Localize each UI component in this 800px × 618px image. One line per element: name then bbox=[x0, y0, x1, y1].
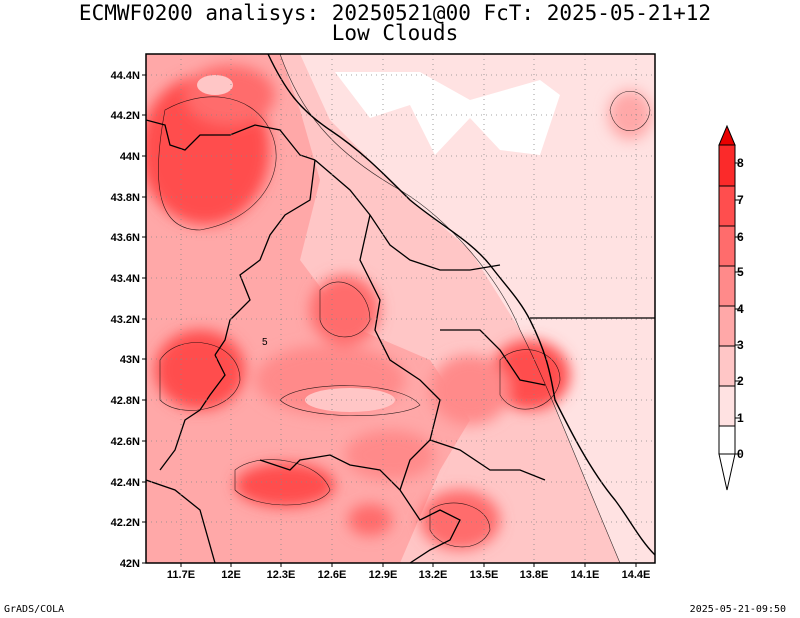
lat-tick-label: 42.6N bbox=[111, 436, 140, 448]
colorbar-swatch bbox=[718, 225, 736, 267]
lat-tick-label: 42.2N bbox=[111, 517, 140, 529]
lon-tick-label: 12.9E bbox=[369, 569, 398, 581]
colorbar-swatch bbox=[718, 425, 736, 455]
lon-tick-label: 12.6E bbox=[318, 569, 347, 581]
colorbar-swatch bbox=[718, 185, 736, 227]
contour-label: 5 bbox=[262, 337, 268, 348]
colorbar-label: 3 bbox=[737, 338, 744, 352]
chart-title: ECMWF0200 analisys: 20250521@00 FcT: 202… bbox=[78, 1, 712, 25]
lon-tick-label: 11.7E bbox=[167, 569, 195, 581]
lon-tick-label: 12.3E bbox=[267, 569, 296, 581]
lat-tick-label: 42.8N bbox=[111, 395, 140, 407]
lon-tick-label: 13.8E bbox=[520, 569, 549, 581]
colorbar-swatch bbox=[718, 265, 736, 307]
colorbar-swatch bbox=[718, 144, 736, 187]
chart-subtitle: Low Clouds bbox=[331, 21, 459, 45]
map-frame bbox=[145, 53, 656, 564]
lat-tick-label: 44N bbox=[120, 151, 140, 163]
lat-tick-label: 43.6N bbox=[111, 232, 140, 244]
colorbar-swatch bbox=[718, 385, 736, 427]
lon-tick-label: 13.2E bbox=[419, 569, 448, 581]
lon-tick-label: 13.5E bbox=[470, 569, 499, 581]
colorbar-min-arrow bbox=[718, 453, 736, 491]
colorbar-label: 8 bbox=[737, 156, 744, 170]
lat-tick-label: 44.2N bbox=[111, 110, 140, 122]
lat-tick-label: 42.4N bbox=[111, 477, 140, 489]
colorbar-swatch bbox=[718, 345, 736, 387]
footer-right-timestamp: 2025-05-21-09:50 bbox=[689, 604, 786, 615]
lat-tick-label: 43.4N bbox=[111, 273, 140, 285]
colorbar-label: 2 bbox=[737, 374, 744, 388]
lat-axis: 42N 42.2N 42.4N 42.6N 42.8N 43N 43.2N 43… bbox=[111, 70, 140, 570]
colorbar-label: 4 bbox=[737, 302, 744, 316]
lat-tick-label: 42N bbox=[120, 558, 140, 570]
lon-tick-label: 12E bbox=[221, 569, 241, 581]
lat-tick-label: 44.4N bbox=[111, 70, 140, 82]
colorbar-label: 6 bbox=[737, 230, 744, 244]
cloud-field: 5 bbox=[146, 54, 655, 563]
lat-tick-label: 43.2N bbox=[111, 314, 140, 326]
colorbar-label: 5 bbox=[737, 265, 744, 279]
footer-left-credit: GrADS/COLA bbox=[4, 604, 65, 615]
colorbar: 8 7 6 5 4 3 2 1 0 bbox=[718, 124, 744, 491]
lat-tick-label: 43.8N bbox=[111, 192, 140, 204]
colorbar-label: 1 bbox=[737, 411, 744, 425]
lon-axis: 11.7E 12E 12.3E 12.6E 12.9E 13.2E 13.5E … bbox=[167, 569, 650, 581]
lon-tick-label: 14.4E bbox=[622, 569, 651, 581]
colorbar-max-arrow bbox=[718, 124, 736, 146]
lat-tick-label: 43N bbox=[120, 354, 140, 366]
colorbar-label: 0 bbox=[737, 447, 744, 461]
lon-tick-label: 14.1E bbox=[571, 569, 600, 581]
colorbar-swatch bbox=[718, 305, 736, 347]
colorbar-label: 7 bbox=[737, 193, 744, 207]
